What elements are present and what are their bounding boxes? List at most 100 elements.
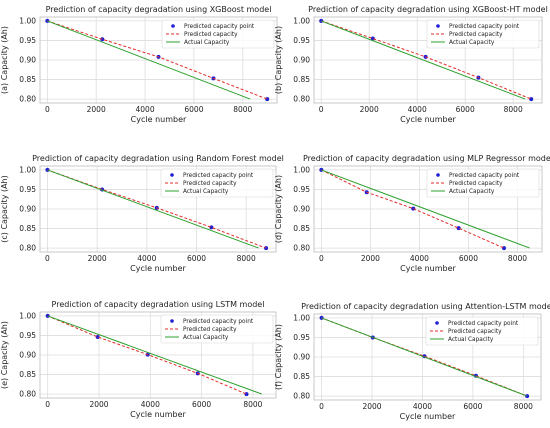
legend-entry: Actual Capacity: [184, 40, 230, 46]
legend-entry: Predicted capacity: [449, 181, 503, 187]
x-tick-label: 2000: [360, 105, 379, 114]
legend-box: [160, 314, 274, 344]
chart-panel-1: 0 2000 4000 6000 8000 0.80 0.85 0.90 0.95 1.00 Pre…: [0, 5, 278, 124]
plot-frame: [39, 311, 277, 399]
y-tick-label: 0.90: [293, 56, 310, 65]
plot-frame: [313, 16, 543, 104]
chart-title: Prediction of capacity degradation using…: [52, 300, 265, 309]
x-axis-label: Cycle number: [400, 264, 456, 273]
legend-entry: Actual Capacity: [448, 337, 494, 343]
legend-box: [425, 316, 539, 346]
x-tick-label: 0: [319, 105, 324, 114]
y-tick-label: 0.85: [19, 224, 36, 233]
legend-marker: [435, 321, 439, 325]
y-axis-label: (f) Capacity (Ah): [274, 324, 283, 390]
y-tick-label: 0.90: [293, 353, 310, 362]
chart-title: Prediction of capacity degradation using…: [301, 302, 550, 311]
y-tick-label: 0.80: [293, 244, 310, 253]
data-point: [45, 313, 50, 318]
legend: Predicted capacity point Predicted capaci…: [160, 314, 274, 344]
chart-title: Prediction of capacity degradation using…: [308, 5, 548, 14]
y-tick-label: 0.95: [293, 333, 310, 342]
x-tick-label: 4000: [410, 254, 429, 263]
legend-box: [161, 19, 275, 49]
y-axis-label: (d) Capacity (Ah): [274, 175, 283, 243]
x-tick-label: 2000: [88, 254, 107, 263]
legend-entry: Predicted capacity point: [449, 24, 520, 30]
x-tick-label: 6000: [187, 254, 206, 263]
chart-panel-2: 0 2000 4000 6000 8000 0.80 0.85 0.90 0.95 1.00 Pre…: [274, 5, 548, 124]
y-tick-label: 0.95: [19, 331, 36, 340]
x-tick-label: 4000: [136, 105, 155, 114]
y-axis-label: (c) Capacity (Ah): [0, 175, 9, 242]
y-tick-label: 0.80: [19, 244, 36, 253]
data-point: [264, 246, 269, 251]
x-tick-label: 0: [319, 254, 324, 263]
legend-entry: Predicted capacity: [183, 327, 237, 333]
x-tick-label: 4000: [408, 105, 427, 114]
series-predicted-line: [47, 315, 247, 395]
data-point: [529, 97, 534, 102]
data-point: [319, 315, 324, 320]
legend-entry: Actual Capacity: [449, 40, 495, 46]
x-tick-label: 8000: [243, 400, 262, 409]
x-tick-label: 4000: [413, 402, 432, 411]
x-tick-label: 6000: [459, 254, 478, 263]
legend-entry: Predicted capacity: [449, 32, 503, 38]
legend: Predicted capacity point Predicted capaci…: [160, 168, 274, 198]
y-tick-label: 0.80: [19, 390, 36, 399]
y-tick-label: 0.90: [19, 205, 36, 214]
series-actual-line: [47, 20, 251, 100]
y-tick-label: 0.95: [19, 185, 36, 194]
chart-panel-6: 0 2000 4000 6000 8000 0.80 0.85 0.90 0.95 1.00 Pre…: [274, 302, 550, 421]
legend: Predicted capacity point Predicted capaci…: [161, 19, 275, 49]
y-tick-label: 0.80: [19, 95, 36, 104]
legend-marker: [170, 173, 174, 177]
y-tick-label: 0.95: [293, 36, 310, 45]
legend-entry: Predicted capacity point: [449, 173, 520, 179]
legend-marker: [436, 173, 440, 177]
legend-marker: [171, 24, 175, 28]
data-point: [370, 36, 375, 41]
series-actual-line: [47, 315, 263, 395]
data-point: [209, 225, 214, 230]
chart-panel-4: 0 2000 4000 6000 8000 0.80 0.85 0.90 0.95 1.00 Pre…: [274, 154, 550, 273]
data-point: [265, 97, 270, 102]
x-axis-label: Cycle number: [130, 410, 186, 419]
series-predicted-points: [319, 18, 534, 102]
legend-entry: Predicted capacity point: [183, 319, 254, 325]
y-tick-label: 0.80: [293, 95, 310, 104]
y-tick-label: 0.90: [293, 205, 310, 214]
series-actual-line: [321, 317, 528, 397]
legend-box: [160, 168, 274, 198]
chart-title: Prediction of capacity degradation using…: [46, 5, 272, 14]
y-tick-label: 0.85: [19, 75, 36, 84]
x-axis-label: Cycle number: [400, 412, 456, 421]
series-predicted-line: [47, 169, 267, 249]
x-tick-label: 8000: [233, 105, 252, 114]
legend-marker: [436, 24, 440, 28]
data-point: [45, 18, 50, 23]
legend-entry: Predicted capacity: [448, 329, 502, 335]
y-tick-label: 1.00: [19, 17, 36, 26]
y-tick-label: 0.80: [293, 392, 310, 401]
x-axis-label: Cycle number: [130, 264, 186, 273]
x-tick-label: 0: [45, 105, 50, 114]
legend-entry: Predicted capacity point: [448, 321, 519, 327]
x-axis-label: Cycle number: [131, 115, 187, 124]
data-point: [244, 392, 249, 397]
plot-frame: [313, 313, 542, 401]
y-tick-label: 0.90: [19, 351, 36, 360]
data-point: [95, 335, 100, 340]
plot-frame: [313, 165, 543, 253]
x-tick-label: 6000: [456, 105, 475, 114]
legend-box: [426, 19, 540, 49]
y-tick-label: 0.95: [19, 36, 36, 45]
x-tick-label: 8000: [504, 105, 523, 114]
y-axis-label: (b) Capacity (Ah): [274, 26, 283, 94]
legend-entry: Actual Capacity: [183, 189, 229, 195]
legend: Predicted capacity point Predicted capaci…: [425, 316, 539, 346]
x-axis-label: Cycle number: [400, 115, 456, 124]
y-tick-label: 0.90: [19, 56, 36, 65]
